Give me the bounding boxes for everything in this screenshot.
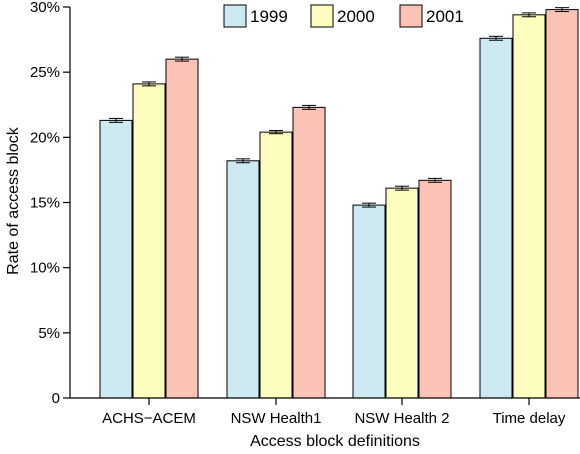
y-tick-label: 30% (30, 0, 60, 16)
y-tick-label: 20% (30, 129, 60, 146)
y-tick-label: 15% (30, 195, 60, 212)
y-tick-label: 5% (38, 325, 60, 342)
y-tick-label: 0 (52, 390, 60, 407)
legend-label: 1999 (250, 7, 288, 26)
legend: 1999 2000 2001 (223, 4, 464, 28)
y-axis: 0 5% 10% 15% 20% 25% 30% (30, 0, 71, 407)
plot-area (99, 7, 579, 399)
legend-label: 2001 (426, 7, 464, 26)
bar (165, 58, 199, 399)
bar (132, 83, 166, 399)
y-axis-title: Rate of access block (5, 126, 22, 275)
legend-label: 2000 (337, 7, 375, 26)
bar (99, 119, 133, 399)
bar (292, 106, 326, 399)
x-axis: ACHS−ACEM NSW Health1 NSW Health 2 Time del… (70, 397, 580, 427)
bar (352, 204, 386, 399)
legend-swatch (399, 4, 423, 28)
bar (512, 14, 546, 399)
x-tick-label: Time delay (493, 410, 566, 427)
legend-swatch (310, 4, 334, 28)
bar (545, 9, 579, 399)
bar (385, 187, 419, 399)
bar (226, 160, 260, 399)
x-tick-label: NSW Health 2 (354, 410, 449, 427)
y-tick-label: 10% (30, 260, 60, 277)
x-axis-title: Access block definitions (250, 433, 420, 450)
x-tick-label: NSW Health1 (231, 410, 322, 427)
bar (479, 37, 513, 399)
x-tick-label: ACHS−ACEM (102, 410, 196, 427)
legend-swatch (223, 4, 247, 28)
bar (418, 179, 452, 399)
y-tick-label: 25% (30, 64, 60, 81)
bar (259, 131, 293, 399)
